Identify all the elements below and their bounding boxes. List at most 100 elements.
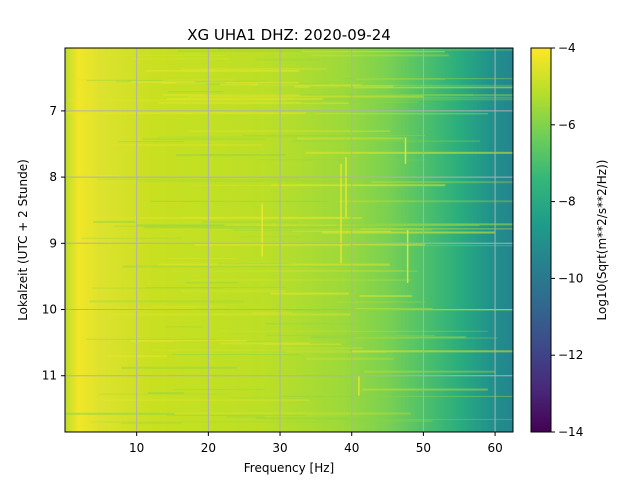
texture-streak	[219, 330, 488, 332]
texture-streak	[220, 83, 258, 86]
texture-streak	[282, 347, 363, 349]
texture-streak	[351, 266, 387, 269]
texture-streak	[142, 138, 266, 141]
texture-streak	[345, 419, 433, 422]
texture-streak	[149, 200, 328, 202]
plot-frame	[64, 47, 514, 433]
texture-streak	[249, 84, 362, 86]
texture-streak	[162, 94, 300, 97]
texture-streak	[338, 223, 513, 225]
texture-streak	[177, 50, 355, 52]
texture-streak	[188, 130, 390, 132]
texture-streak	[300, 101, 418, 103]
texture-streak	[91, 421, 328, 423]
texture-streak	[204, 94, 474, 96]
texture-streak	[183, 216, 349, 219]
texture-streak	[101, 399, 310, 401]
texture-streak	[359, 295, 412, 298]
texture-streak	[73, 174, 119, 176]
y-axis: 7 8 9 10 11	[42, 104, 65, 383]
texture-streak	[368, 224, 513, 226]
texture-streak	[315, 418, 513, 420]
colorbar-tick-label: −12	[558, 348, 583, 362]
texture-streak	[340, 78, 513, 80]
texture-streak	[85, 338, 216, 340]
texture-streak	[144, 287, 287, 289]
texture-streak	[173, 389, 266, 391]
texture-streak	[242, 135, 426, 137]
texture-streak	[259, 159, 426, 161]
x-axis-label: Frequency [Hz]	[244, 461, 335, 475]
x-tick-label: 40	[344, 441, 359, 455]
texture-streak	[143, 226, 370, 229]
texture-streak	[131, 58, 230, 60]
texture-streak	[264, 343, 342, 345]
texture-streak	[86, 79, 164, 81]
texture-streak	[97, 178, 300, 180]
texture-streak	[117, 141, 185, 143]
texture-streak	[190, 279, 411, 281]
colorbar-tick-label: −8	[558, 195, 576, 209]
texture-streak	[355, 78, 446, 80]
texture-streak	[286, 351, 387, 353]
texture-streak	[175, 341, 279, 343]
texture-streak	[158, 101, 349, 104]
texture-streak	[157, 263, 391, 266]
texture-streak	[117, 307, 198, 309]
texture-streak	[270, 292, 349, 295]
texture-streak	[167, 97, 324, 100]
texture-streak	[157, 136, 386, 138]
texture-streak	[145, 69, 300, 72]
x-tick-label: 30	[272, 441, 287, 455]
chart-title: XG UHA1 DHZ: 2020-09-24	[187, 26, 391, 44]
texture-streak	[364, 370, 496, 373]
x-axis: 10 20 30 40 50 60	[129, 432, 503, 455]
texture-streak	[111, 143, 261, 146]
texture-streak	[92, 287, 223, 289]
texture-streak	[321, 99, 513, 101]
texture-streak	[81, 237, 182, 239]
texture-streak	[65, 412, 175, 415]
texture-streak	[291, 309, 513, 312]
texture-streak	[337, 301, 426, 303]
x-tick-label: 60	[487, 441, 502, 455]
texture-streak	[309, 86, 513, 89]
texture-streak	[175, 82, 227, 84]
texture-streak	[191, 184, 387, 186]
texture-streak	[120, 366, 237, 369]
texture-streak	[226, 224, 480, 226]
spectrogram-texture	[65, 48, 513, 425]
texture-streak	[187, 95, 424, 98]
texture-streak	[156, 228, 425, 230]
y-tick-label: 7	[49, 104, 57, 118]
texture-streak	[171, 354, 300, 356]
texture-streak	[88, 217, 362, 220]
texture-streak	[339, 200, 513, 203]
texture-streak	[160, 81, 299, 84]
texture-streak	[231, 397, 324, 399]
texture-streak	[147, 392, 185, 395]
colorbar-tick-label: −14	[558, 425, 583, 439]
y-tick-label: 8	[49, 170, 57, 184]
texture-streak	[122, 54, 226, 56]
texture-streak	[265, 323, 363, 325]
texture-streak	[217, 48, 363, 51]
texture-streak	[171, 270, 418, 272]
colorbar	[530, 47, 552, 433]
y-tick-label: 9	[49, 236, 57, 250]
texture-streak	[106, 313, 352, 316]
colorbar-tick-label: −6	[558, 118, 576, 132]
texture-streak	[356, 307, 433, 309]
texture-streak	[68, 99, 286, 102]
texture-streak	[114, 225, 265, 227]
texture-streak	[256, 417, 370, 420]
colorbar-label: Log10(Sqrt(m**2/s**2/Hz))	[595, 160, 609, 321]
texture-streak	[336, 224, 394, 226]
texture-streak	[371, 181, 513, 184]
texture-streak	[122, 265, 363, 268]
texture-streak	[219, 342, 310, 345]
texture-streak	[232, 229, 433, 232]
texture-streak	[165, 326, 203, 328]
colorbar-tick-label: −10	[558, 271, 583, 285]
texture-streak	[322, 231, 496, 234]
